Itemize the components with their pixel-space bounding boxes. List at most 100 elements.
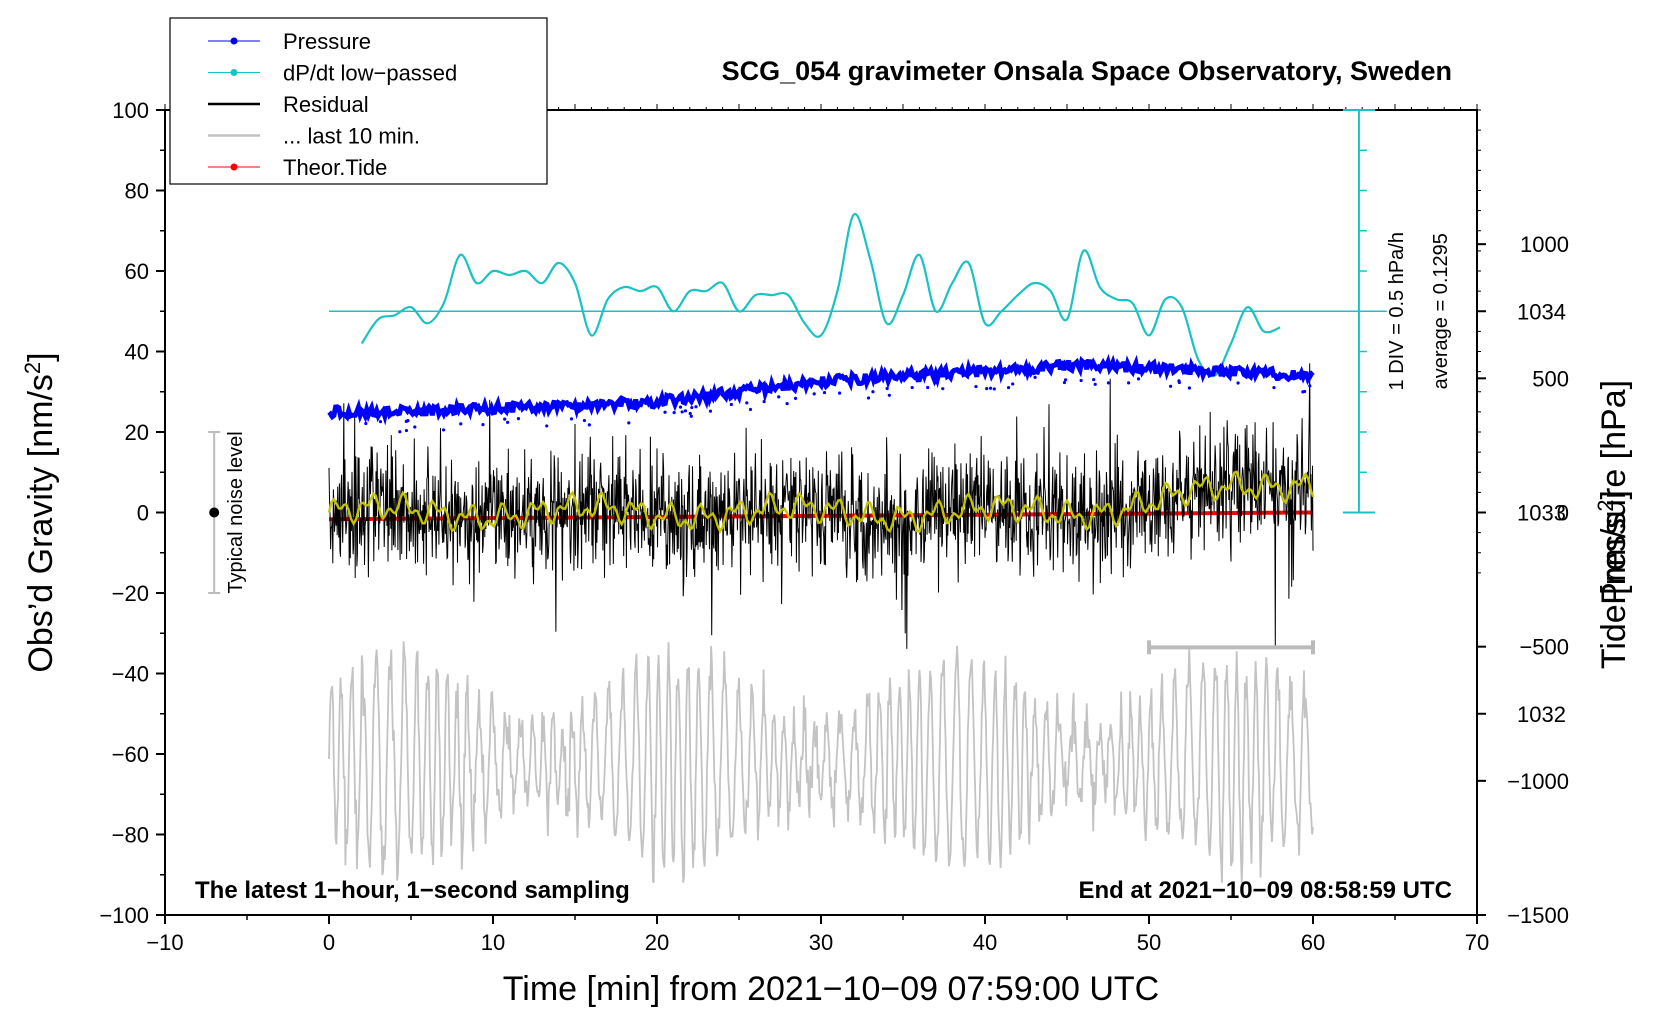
pressure-point xyxy=(587,423,591,427)
pressure-point xyxy=(910,385,914,390)
dpdt-average-label: average = 0.1295 xyxy=(1430,233,1452,389)
pressure-point xyxy=(1062,380,1067,385)
pressure-point xyxy=(582,418,587,423)
pressure-point xyxy=(1236,381,1240,385)
pressure-point xyxy=(871,390,875,394)
y-left-axis-title: Obs’d Gravity [nm/s2] xyxy=(20,352,60,672)
x-tick-label: 60 xyxy=(1301,930,1325,955)
pressure-trace xyxy=(327,353,1315,434)
pressure-point xyxy=(762,399,766,404)
pressure-point xyxy=(678,405,683,409)
pressure-point xyxy=(812,392,816,396)
dpdt-scale-label: 1 DIV = 0.5 hPa/h xyxy=(1386,232,1408,390)
legend-box xyxy=(169,17,548,185)
legend-label: Theor.Tide xyxy=(283,155,387,180)
x-tick-label: 50 xyxy=(1137,930,1161,955)
pressure-point xyxy=(988,386,993,390)
tide-tick-label: −500 xyxy=(1519,635,1569,660)
pressure-point xyxy=(1079,378,1083,383)
pressure-point xyxy=(1308,384,1312,388)
pressure-point xyxy=(503,417,507,421)
x-axis-title: Time [min] from 2021−10−09 07:59:00 UTC xyxy=(503,970,1159,1008)
tide-tick-label: −1500 xyxy=(1507,903,1569,928)
pressure-point xyxy=(838,391,842,395)
pressure-point xyxy=(1092,377,1096,382)
pressure-point xyxy=(887,393,891,397)
pressure-point xyxy=(545,424,549,428)
pressure-point xyxy=(708,409,713,413)
pressure-point xyxy=(777,395,781,399)
y-left-tick-label: −80 xyxy=(112,823,149,848)
residual-smoothed-trace xyxy=(327,470,1315,534)
pressure-point xyxy=(822,390,827,395)
pressure-point xyxy=(688,411,692,416)
pressure-point xyxy=(941,387,945,391)
pressure-point xyxy=(974,384,978,389)
pressure-point xyxy=(1093,382,1097,386)
pressure-tick-label: 1033 xyxy=(1517,501,1566,526)
sampling-note: The latest 1−hour, 1−second sampling xyxy=(195,877,630,904)
y-left-tick-label: −100 xyxy=(99,903,149,928)
pressure-point xyxy=(985,386,989,391)
pressure-point xyxy=(866,396,871,400)
tide-axis-title: Tide [nm/s2] xyxy=(1593,490,1633,669)
pressure-point xyxy=(1272,386,1276,390)
y-left-tick-label: 40 xyxy=(125,340,149,365)
pressure-tick-label: 1032 xyxy=(1517,702,1566,727)
legend-item: Residual xyxy=(208,92,369,117)
pressure-point xyxy=(1169,384,1173,388)
x-tick-label: 0 xyxy=(323,930,335,955)
dpdt-trace xyxy=(360,213,1281,378)
pressure-point xyxy=(934,381,938,385)
y-left-tick-label: 20 xyxy=(125,420,149,445)
pressure-point xyxy=(785,402,789,406)
pressure-point xyxy=(398,430,402,434)
y-left-tick-label: 80 xyxy=(125,179,149,204)
pressure-point xyxy=(748,407,753,412)
y-left-tick-label: −20 xyxy=(112,581,149,606)
pressure-point xyxy=(569,417,574,421)
pressure-point xyxy=(793,396,798,400)
legend-label: Residual xyxy=(283,92,369,117)
legend-swatch-dot xyxy=(230,163,238,171)
noise-level-bar xyxy=(208,431,221,594)
pressure-point xyxy=(413,425,417,429)
pressure-point xyxy=(1011,382,1015,386)
pressure-point xyxy=(627,421,631,425)
pressure-point xyxy=(1006,385,1011,390)
tide-tick-label: 0 xyxy=(1557,501,1569,526)
pressure-point xyxy=(506,420,510,424)
tide-tick-label: −1000 xyxy=(1507,769,1569,794)
last10-bracket xyxy=(1147,640,1315,655)
pressure-line xyxy=(327,353,1315,426)
last10-trace xyxy=(328,641,1314,884)
pressure-point xyxy=(1033,375,1037,379)
axes-layer: −10 0 10 20 30 40 50 60 70−100−80−60−40−20020406… xyxy=(20,98,1633,1008)
legend-item: Theor.Tide xyxy=(208,155,387,180)
pressure-point xyxy=(745,401,749,405)
dpdt-scale-axis xyxy=(1342,109,1375,514)
pressure-point xyxy=(406,418,410,423)
legend-layer: Pressure dP/dt low−passed Residual ... last… xyxy=(169,17,548,185)
pressure-point xyxy=(1177,380,1181,385)
pressure-point xyxy=(1187,386,1191,390)
x-tick-label: 10 xyxy=(481,930,505,955)
x-tick-label: 20 xyxy=(645,930,669,955)
y-left-tick-label: 100 xyxy=(112,98,149,123)
pressure-point xyxy=(1301,390,1305,394)
pressure-point xyxy=(481,423,485,427)
pressure-point xyxy=(689,414,693,418)
legend-item: ... last 10 min. xyxy=(208,124,420,149)
pressure-point xyxy=(926,385,930,390)
x-tick-label: 40 xyxy=(973,930,997,955)
pressure-tick-label: 1034 xyxy=(1517,299,1566,324)
legend-label: ... last 10 min. xyxy=(283,124,420,149)
residual-trace xyxy=(328,363,1314,649)
noise-level-label: Typical noise level xyxy=(225,431,247,593)
pressure-axis-title: Pressure [hPa] xyxy=(1595,380,1633,605)
pressure-point xyxy=(516,417,521,421)
legend-label: dP/dt low−passed xyxy=(283,61,457,86)
pressure-point xyxy=(694,405,698,409)
x-tick-label: 30 xyxy=(809,930,833,955)
legend-item: dP/dt low−passed xyxy=(208,61,457,86)
